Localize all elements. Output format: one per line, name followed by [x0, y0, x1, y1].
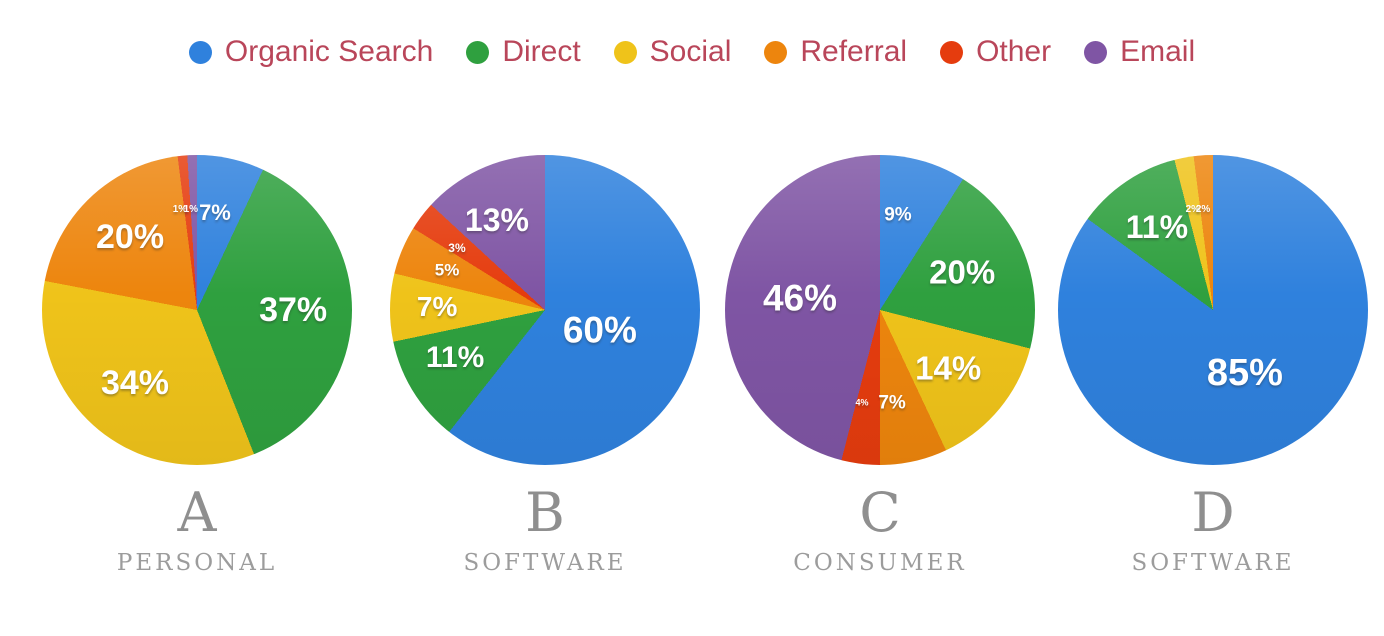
slice-label-social: 7% — [416, 290, 458, 322]
legend-item-label: Direct — [502, 35, 581, 68]
pie-d[interactable] — [1058, 155, 1368, 465]
legend-item-other[interactable]: Other — [940, 35, 1051, 69]
legend-item-direct[interactable]: Direct — [466, 35, 581, 69]
chart-legend: Organic Search Direct Social Referral Other E… — [0, 28, 1384, 76]
chart-d-subtitle: SOFTWARE — [1131, 550, 1295, 577]
chart-b: 60% 11% 7% 5% 3% 13% B SOFTWARE — [390, 155, 700, 576]
slice-label-referral: 7% — [878, 392, 906, 414]
legend-item-email[interactable]: Email — [1084, 35, 1195, 69]
legend-dot-icon — [188, 40, 212, 64]
pie-b[interactable] — [390, 155, 700, 465]
slice-label-organic-search: 60% — [562, 309, 637, 351]
pie-a-wrap: 7% 37% 34% 20% 1% 1% — [42, 155, 352, 465]
legend-item-label: Organic Search — [224, 35, 434, 68]
legend-item-social[interactable]: Social — [613, 35, 732, 69]
chart-a-subtitle: PERSONAL — [116, 550, 278, 577]
legend-item-referral[interactable]: Referral — [764, 35, 907, 69]
legend-dot-icon — [764, 40, 788, 64]
chart-c: 9% 20% 14% 7% 4% 46% C CONSUMER — [725, 155, 1035, 576]
legend-item-label: Other — [976, 35, 1052, 68]
legend-item-label: Social — [649, 35, 732, 68]
slice-label-social: 34% — [100, 363, 170, 402]
legend-item-label: Referral — [800, 35, 908, 68]
slice-label-direct: 11% — [1125, 208, 1189, 245]
slice-label-other: 4% — [855, 397, 869, 408]
slice-label-email: 46% — [762, 277, 838, 319]
slice-label-organic-search: 9% — [884, 204, 912, 226]
slice-label-social: 14% — [915, 349, 982, 387]
slice-label-direct: 37% — [259, 291, 328, 329]
legend-dot-icon — [613, 40, 637, 64]
slice-label-referral: 2% — [1195, 203, 1211, 215]
chart-c-title: C — [859, 481, 901, 544]
slice-label-email: 13% — [464, 202, 529, 239]
slice-label-other: 3% — [448, 241, 466, 255]
pie-c-wrap: 9% 20% 14% 7% 4% 46% — [725, 155, 1035, 465]
slice-label-organic-search: 7% — [199, 199, 231, 225]
pie-c[interactable] — [725, 155, 1035, 465]
slice-label-other: 1% — [172, 203, 188, 215]
pie-d-wrap: 85% 11% 2% 2% — [1058, 155, 1368, 465]
slice-label-email: 1% — [183, 203, 199, 215]
legend-dot-icon — [466, 40, 490, 64]
chart-c-subtitle: CONSUMER — [793, 550, 967, 577]
slice-label-organic-search: 85% — [1206, 351, 1283, 394]
chart-d-title: D — [1191, 481, 1235, 544]
slice-label-social: 2% — [1185, 203, 1201, 215]
slice-label-referral: 5% — [434, 260, 460, 280]
chart-b-title: B — [525, 481, 565, 544]
chart-d: 85% 11% 2% 2% D SOFTWARE — [1058, 155, 1368, 576]
chart-b-subtitle: SOFTWARE — [463, 550, 627, 577]
legend-item-organic-search[interactable]: Organic Search — [188, 35, 434, 69]
slice-label-direct: 20% — [929, 253, 996, 291]
legend-item-label: Email — [1120, 35, 1196, 68]
legend-dot-icon — [1084, 40, 1108, 64]
chart-a: 7% 37% 34% 20% 1% 1% A PERSONAL — [42, 155, 352, 576]
slice-label-referral: 20% — [96, 218, 165, 257]
pie-b-wrap: 60% 11% 7% 5% 3% 13% — [390, 155, 700, 465]
chart-a-title: A — [177, 481, 217, 544]
slice-label-direct: 11% — [425, 341, 485, 375]
pie-a[interactable] — [42, 155, 352, 465]
legend-dot-icon — [940, 40, 964, 64]
